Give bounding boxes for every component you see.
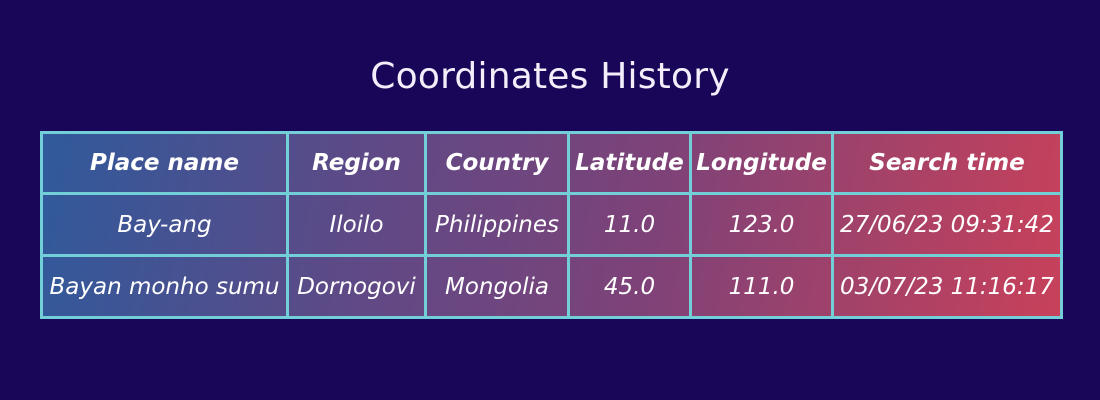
cell-search-time: 27/06/23 09:31:42 [831,192,1063,257]
page-title: Coordinates History [370,56,730,97]
header-search-time: Search time [831,131,1063,195]
header-longitude: Longitude [689,131,834,195]
cell-region: Dornogovi [286,254,427,319]
header-region: Region [286,131,427,195]
table-row: Bayan monho sumu Dornogovi Mongolia 45.0… [40,254,1063,319]
cell-longitude: 111.0 [689,254,834,319]
coordinates-history-table: Place name Region Country Latitude Longi… [40,131,1063,319]
cell-search-time: 03/07/23 11:16:17 [831,254,1063,319]
cell-longitude: 123.0 [689,192,834,257]
cell-country: Mongolia [424,254,570,319]
history-table-container: Place name Region Country Latitude Longi… [40,131,1063,319]
cell-region: Iloilo [286,192,427,257]
cell-latitude: 45.0 [567,254,692,319]
cell-latitude: 11.0 [567,192,692,257]
cell-place-name: Bayan monho sumu [40,254,289,319]
cell-country: Philippines [424,192,570,257]
table-header-row: Place name Region Country Latitude Longi… [40,131,1063,195]
header-latitude: Latitude [567,131,692,195]
table-row: Bay-ang Iloilo Philippines 11.0 123.0 27… [40,192,1063,257]
header-country: Country [424,131,570,195]
cell-place-name: Bay-ang [40,192,289,257]
header-place-name: Place name [40,131,289,195]
